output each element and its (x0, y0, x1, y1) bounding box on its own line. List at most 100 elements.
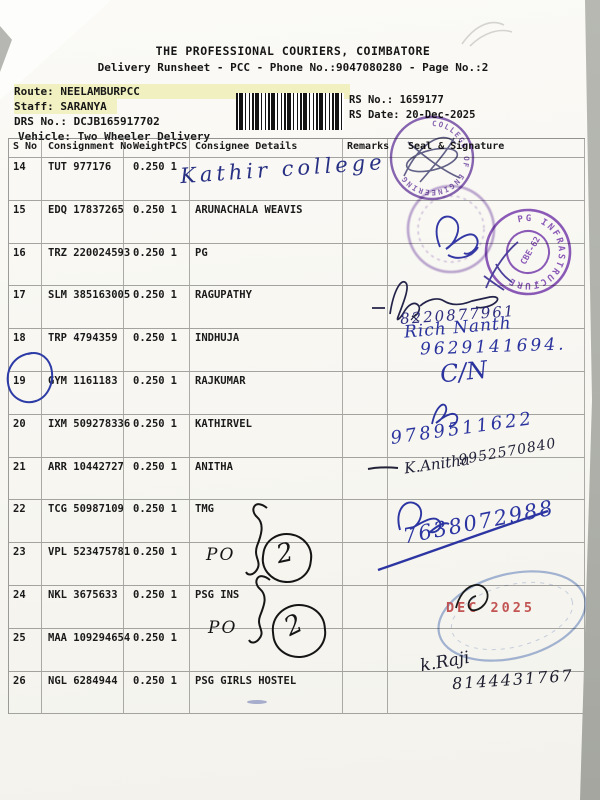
cell-consignee (190, 543, 343, 585)
staff-line: Staff: SARANYA (14, 99, 117, 114)
cell-sno: 25 (9, 628, 42, 671)
cell-consignee: KATHIRVEL (190, 414, 343, 457)
cell-consignment: NKL 3675633 (42, 585, 124, 628)
cell-consignment: GYM 1161183 (42, 371, 124, 414)
vehicle-line: Vehicle: Two Wheeler Delivery (18, 129, 210, 144)
cell-weight-pcs: 0.250 1 (124, 500, 190, 543)
cell-seal (388, 329, 585, 371)
cell-sno: 19 (9, 371, 42, 414)
page-title: THE PROFESSIONAL COURIERS, COIMBATORE (155, 44, 431, 58)
cell-weight-pcs: 0.250 1 (124, 200, 190, 243)
vehicle-label: Vehicle: (18, 130, 71, 143)
table-row: 16 TRZ 220024593 0.250 1 PG (9, 243, 585, 287)
route-value: NEELAMBURPCC (60, 85, 140, 98)
table-row: 24 NKL 3675633 0.250 1 PSG INS (9, 585, 585, 629)
table-row: 22 TCG 50987109 0.250 1 TMG (9, 500, 585, 544)
cell-consignment: NGL 6284944 (42, 671, 124, 714)
cell-consignment: TRZ 220024593 (42, 243, 130, 286)
table-row: 17 SLM 385163005 0.250 1 RAGUPATHY (9, 286, 585, 330)
cell-weight-pcs: 0.250 1 (124, 585, 190, 628)
barcode (236, 93, 344, 130)
cell-sno: 26 (9, 671, 42, 714)
cell-weight-pcs: 0.250 1 (124, 543, 190, 585)
cell-consignment: TCG 50987109 (42, 500, 124, 543)
drs-line: DRS No.: DCJB165917702 (14, 114, 160, 129)
cell-consignment: TUT 977176 (42, 158, 124, 200)
staff-value: SARANYA (60, 100, 107, 113)
cell-remarks (343, 671, 388, 714)
cell-consignee: ANITHA (190, 457, 343, 500)
cell-sno: 16 (9, 243, 42, 286)
cell-consignment: SLM 385163005 (42, 286, 130, 329)
pcs-value: 1 (170, 374, 177, 387)
cell-weight-pcs: 0.250 1 (124, 628, 190, 671)
table-row: 20 IXM 509278336 0.250 1 KATHIRVEL (9, 414, 585, 458)
cell-remarks (343, 543, 388, 585)
cell-weight-pcs: 0.250 1 (124, 243, 190, 286)
table-row: 18 TRP 4794359 0.250 1 INDHUJA (9, 329, 585, 372)
weight-value: 0.250 (133, 246, 165, 259)
vehicle-value: Two Wheeler Delivery (77, 130, 211, 143)
table-header-row: S No Consignment No Weight PCS Consignee… (9, 139, 585, 158)
cell-seal (388, 500, 585, 543)
cell-remarks (343, 457, 388, 500)
cell-consignment: VPL 523475781 (42, 543, 130, 585)
cell-remarks (343, 243, 388, 286)
cell-seal (388, 286, 585, 329)
cell-sno: 17 (9, 286, 42, 329)
cell-seal (388, 414, 585, 457)
cell-sno: 23 (9, 543, 42, 585)
weight-value: 0.250 (133, 546, 165, 559)
page-subtitle: Delivery Runsheet - PCC - Phone No.:9047… (97, 61, 489, 74)
cell-consignee: PSG GIRLS HOSTEL (190, 671, 343, 714)
weight-value: 0.250 (133, 374, 165, 387)
weight-value: 0.250 (133, 332, 165, 345)
cell-consignment: ARR 10442727 (42, 457, 124, 500)
cell-remarks (343, 414, 388, 457)
cell-seal (388, 243, 585, 286)
pcs-value: 1 (170, 417, 177, 430)
header-weight-pcs: Weight PCS (124, 139, 190, 157)
cell-seal (388, 200, 585, 243)
cell-consignment: TRP 4794359 (42, 329, 124, 371)
header-remarks: Remarks (343, 139, 389, 157)
cell-sno: 22 (9, 500, 42, 543)
header-sno: S No (9, 139, 42, 157)
cell-remarks (343, 371, 388, 414)
weight-value: 0.250 (133, 289, 165, 302)
cell-seal (388, 158, 585, 200)
cell-weight-pcs: 0.250 1 (124, 457, 190, 500)
runsheet-table: S No Consignment No Weight PCS Consignee… (8, 138, 585, 715)
table-row: 26 NGL 6284944 0.250 1 PSG GIRLS HOSTEL (9, 671, 585, 715)
cell-remarks (343, 286, 388, 329)
cell-seal (388, 628, 585, 671)
cell-seal (388, 543, 585, 585)
table-row: 19 GYM 1161183 0.250 1 RAJKUMAR (9, 371, 585, 415)
header-pcs: PCS (169, 141, 188, 152)
cell-weight-pcs: 0.250 1 (124, 414, 190, 457)
cell-consignment: MAA 109294654 (42, 628, 130, 671)
header-consignee: Consignee Details (190, 139, 343, 157)
rs-number: RS No.: 1659177 (349, 94, 444, 106)
cell-consignee: RAGUPATHY (190, 286, 343, 329)
header-weight: Weight (133, 141, 170, 152)
pcs-value: 1 (170, 161, 177, 173)
cell-remarks (343, 329, 388, 371)
cell-seal (388, 671, 585, 714)
weight-value: 0.250 (133, 203, 165, 216)
pcs-value: 1 (170, 503, 177, 516)
table-row: 21 ARR 10442727 0.250 1 ANITHA (9, 457, 585, 501)
cell-seal (388, 457, 585, 500)
pcs-value: 1 (170, 332, 177, 345)
weight-value: 0.250 (133, 631, 165, 644)
table-body: 14 TUT 977176 0.250 1 15 EDQ 17837265 0.… (9, 158, 585, 715)
pcs-value: 1 (170, 674, 177, 687)
cell-sno: 15 (9, 200, 42, 243)
header-consignment: Consignment No (42, 139, 132, 157)
cell-seal (388, 371, 585, 414)
cell-seal (388, 585, 585, 628)
pcs-value: 1 (170, 588, 177, 601)
pcs-value: 1 (170, 246, 177, 259)
table-row: 25 MAA 109294654 0.250 1 (9, 628, 585, 672)
cell-remarks (343, 628, 388, 671)
